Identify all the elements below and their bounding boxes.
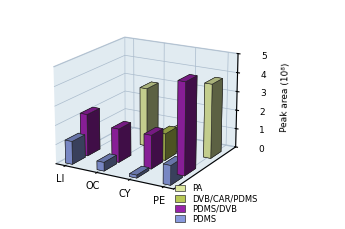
- Legend: PA, DVB/CAR/PDMS, PDMS/DVB, PDMS: PA, DVB/CAR/PDMS, PDMS/DVB, PDMS: [172, 180, 261, 227]
